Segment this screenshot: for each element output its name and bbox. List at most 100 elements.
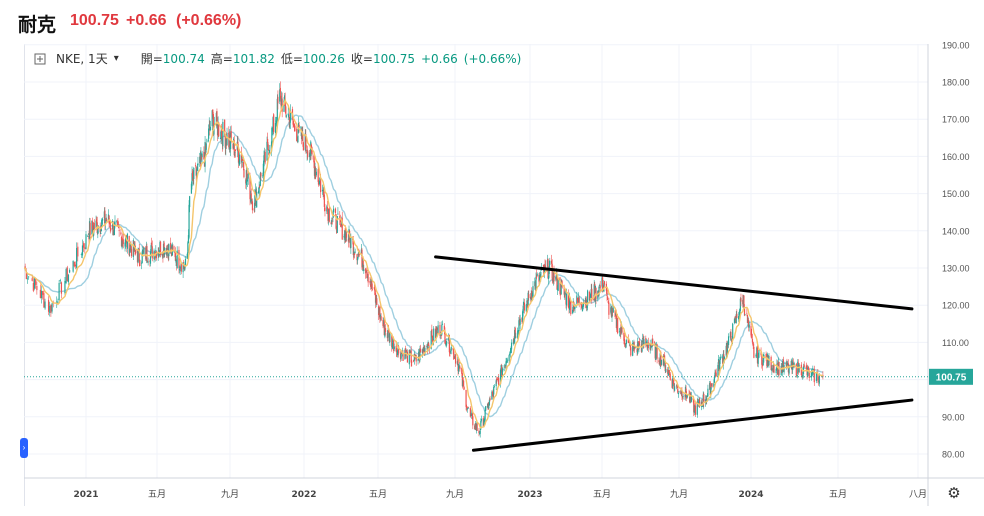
candle-body bbox=[294, 125, 296, 132]
candle-body bbox=[444, 330, 446, 344]
gear-icon[interactable]: ⚙ bbox=[947, 485, 961, 502]
candle-body bbox=[135, 249, 137, 254]
candle-body bbox=[806, 368, 808, 376]
candle-body bbox=[750, 326, 752, 336]
candle-body bbox=[42, 290, 44, 295]
chart-panel[interactable] bbox=[24, 44, 983, 506]
candle-body bbox=[499, 369, 502, 385]
candle-body bbox=[713, 376, 716, 383]
candle-body bbox=[480, 420, 482, 430]
x-tick-label: 五月 bbox=[148, 489, 166, 500]
candle-body bbox=[130, 246, 132, 249]
candle-body bbox=[817, 380, 820, 382]
candle-body bbox=[642, 337, 644, 347]
candle-body bbox=[740, 297, 742, 302]
candle-body bbox=[690, 395, 692, 402]
candle-body bbox=[576, 297, 578, 302]
candle-body bbox=[418, 352, 420, 361]
candle-body bbox=[761, 363, 764, 367]
candle-body bbox=[84, 247, 86, 250]
candle-body bbox=[780, 365, 782, 376]
candle-body bbox=[209, 126, 212, 131]
candle-body bbox=[40, 290, 43, 299]
candle-body bbox=[726, 342, 728, 353]
candle-body bbox=[765, 353, 767, 359]
candle-body bbox=[362, 260, 364, 270]
y-tick-label: 170.00 bbox=[942, 115, 970, 125]
candle-body bbox=[450, 351, 452, 353]
candle-body bbox=[515, 336, 517, 338]
candle-body bbox=[632, 344, 634, 349]
candle-body bbox=[817, 373, 819, 381]
candle-body bbox=[743, 308, 746, 316]
candle-body bbox=[120, 232, 122, 235]
candle-body bbox=[423, 345, 425, 355]
candle-body bbox=[443, 325, 445, 332]
candle-body bbox=[283, 95, 286, 101]
chevron-down-icon[interactable]: ▾ bbox=[113, 53, 119, 64]
candle-body bbox=[247, 173, 249, 179]
candle-body bbox=[645, 338, 647, 345]
candle-body bbox=[669, 373, 671, 380]
candle-body bbox=[189, 196, 191, 208]
candle-body bbox=[242, 162, 244, 168]
candle-body bbox=[287, 113, 289, 116]
candle-body bbox=[64, 280, 66, 294]
candle-body bbox=[513, 338, 515, 342]
candle-body bbox=[536, 273, 538, 276]
candle-body bbox=[775, 368, 777, 374]
symbol-interval[interactable]: NKE, 1天 bbox=[56, 52, 108, 66]
candle-body bbox=[367, 273, 369, 283]
candle-body bbox=[91, 221, 94, 229]
candle-body bbox=[603, 281, 606, 285]
candle-body bbox=[621, 326, 623, 333]
candle-body bbox=[288, 114, 290, 117]
candle-body bbox=[245, 170, 247, 186]
candle-body bbox=[276, 121, 278, 123]
candle-body bbox=[501, 366, 503, 377]
candle-body bbox=[80, 254, 82, 255]
candle-body bbox=[540, 272, 542, 279]
candle-body bbox=[76, 247, 78, 268]
candle-body bbox=[735, 314, 737, 324]
candle-body bbox=[266, 141, 268, 161]
candle-body bbox=[674, 386, 676, 391]
candle-body bbox=[766, 354, 769, 367]
candle-body bbox=[72, 260, 74, 272]
candle-body bbox=[682, 396, 684, 397]
candle-body bbox=[790, 360, 792, 368]
candle-body bbox=[81, 245, 84, 256]
candle-body bbox=[573, 302, 575, 311]
candle-body bbox=[330, 222, 332, 225]
candle-body bbox=[807, 367, 810, 371]
candle-body bbox=[253, 208, 255, 211]
candle-body bbox=[207, 140, 209, 142]
y-tick-label: 180.00 bbox=[942, 78, 970, 88]
candle-body bbox=[808, 370, 810, 378]
chevron-right-icon[interactable]: › bbox=[20, 438, 28, 458]
candle-body bbox=[498, 377, 500, 386]
candle-body bbox=[681, 390, 683, 397]
candle-body bbox=[361, 249, 363, 268]
moving-average-fast bbox=[23, 98, 824, 430]
candle-body bbox=[566, 293, 568, 306]
candle-body bbox=[271, 128, 274, 130]
candle-body bbox=[408, 349, 410, 365]
candle-body bbox=[67, 274, 70, 283]
candle-body bbox=[262, 175, 264, 177]
plus-square-icon[interactable] bbox=[34, 53, 46, 65]
candle-body bbox=[74, 264, 77, 267]
candle-body bbox=[89, 222, 91, 236]
moving-average-slow bbox=[23, 114, 824, 418]
candle-body bbox=[383, 321, 385, 325]
candle-body bbox=[572, 309, 574, 314]
candle-body bbox=[634, 346, 636, 349]
candle-body bbox=[399, 353, 402, 360]
candle-body bbox=[310, 144, 312, 148]
candle-body bbox=[667, 369, 669, 374]
candle-body bbox=[478, 433, 481, 434]
candle-body bbox=[428, 343, 430, 346]
candle-body bbox=[615, 312, 617, 328]
candle-body bbox=[175, 259, 177, 263]
